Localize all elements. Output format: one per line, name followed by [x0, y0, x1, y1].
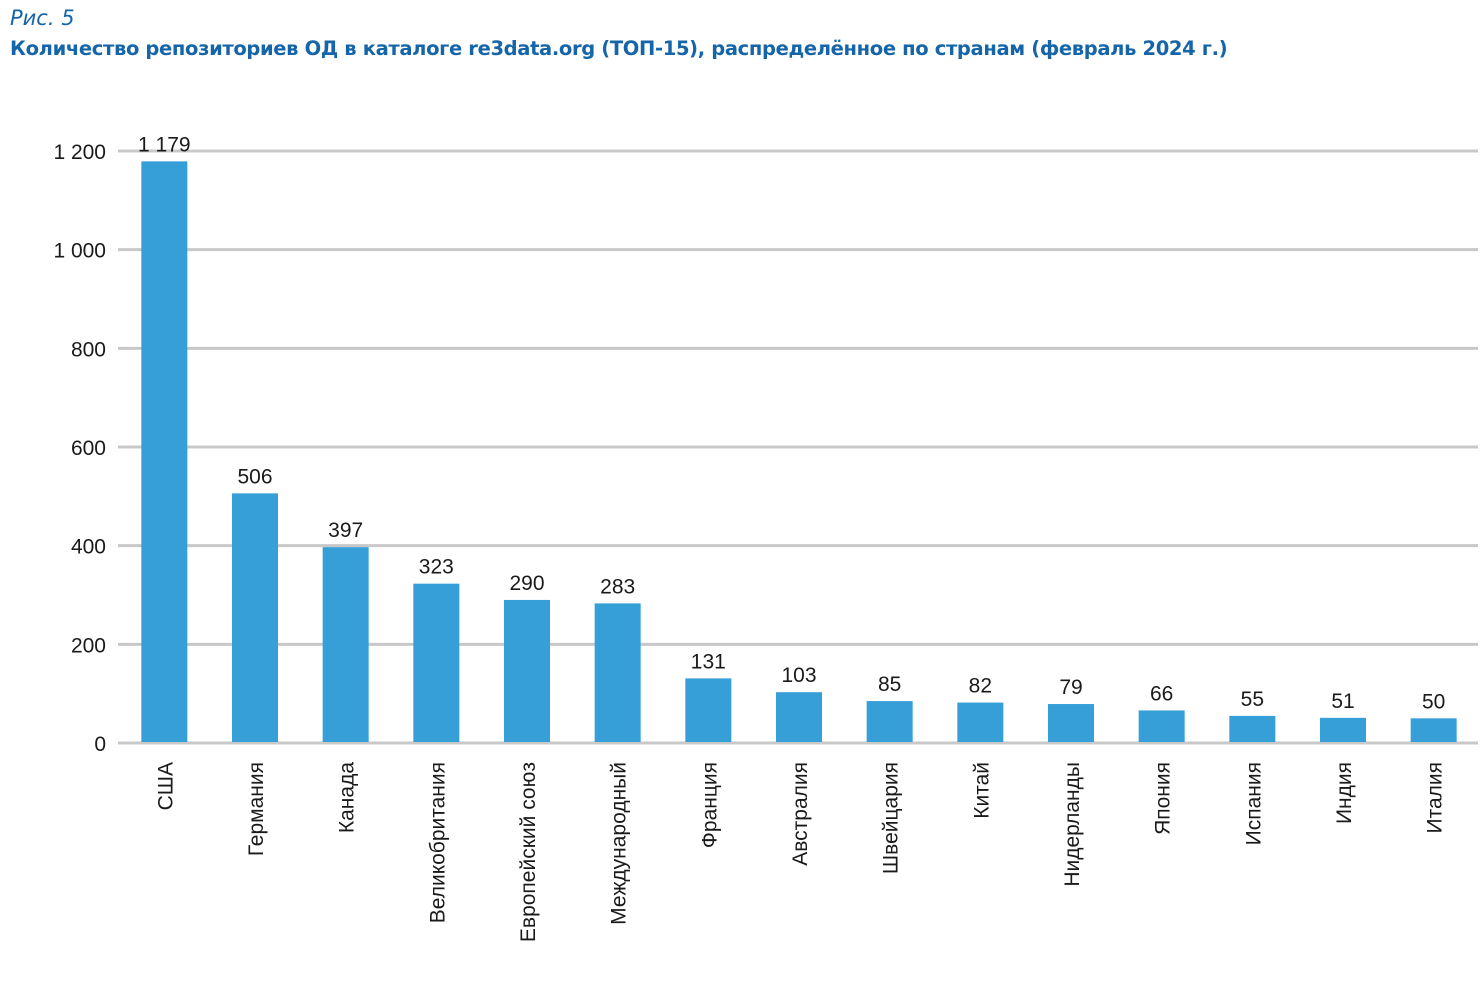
- y-tick-label: 400: [71, 536, 106, 559]
- x-category-label: Швейцария: [880, 762, 903, 874]
- data-label: 50: [1422, 690, 1445, 713]
- y-tick-label: 800: [71, 338, 106, 361]
- x-category-label: Международный: [608, 762, 631, 925]
- x-category-label: Япония: [1152, 762, 1175, 835]
- bar: [685, 678, 732, 742]
- x-category-label: Франция: [698, 762, 721, 848]
- bar: [594, 603, 641, 742]
- x-category-label: Европейский союз: [517, 762, 540, 942]
- data-label: 79: [1059, 676, 1082, 699]
- x-category-label: Испания: [1242, 762, 1265, 845]
- data-label: 51: [1331, 690, 1354, 713]
- bar: [1138, 710, 1185, 742]
- bar: [1048, 704, 1094, 742]
- bar: [1410, 718, 1457, 742]
- data-label: 323: [419, 556, 454, 579]
- bar: [957, 702, 1004, 742]
- data-labels: 1 179 506 397 323 290 283 131 103 85 82 79 66 55 51 50: [138, 133, 1445, 713]
- figure-label: Рис. 5: [10, 6, 75, 30]
- y-tick-label: 600: [71, 437, 106, 460]
- x-category-label: Китай: [970, 762, 993, 819]
- bar: [141, 161, 188, 743]
- x-category-label: Нидерланды: [1061, 762, 1084, 887]
- bar: [776, 692, 822, 742]
- data-label: 290: [509, 572, 544, 595]
- x-category-label: Австралия: [789, 762, 812, 866]
- data-label: 283: [600, 575, 635, 598]
- x-category-label: Индия: [1333, 762, 1356, 824]
- y-tick-label: 200: [71, 634, 106, 657]
- bars: [141, 161, 1457, 743]
- bar: [866, 701, 913, 742]
- y-tick-label: 1 200: [53, 141, 106, 164]
- chart-title: Количество репозиториев ОД в каталоге re…: [10, 37, 1228, 60]
- x-axis-category-labels: США Германия Канада Великобритания Европейск…: [154, 762, 1446, 942]
- y-tick-label: 0: [94, 733, 106, 756]
- data-label: 85: [878, 673, 901, 696]
- data-label: 506: [237, 465, 272, 488]
- bar: [1229, 715, 1276, 742]
- data-label: 66: [1150, 682, 1173, 705]
- y-tick-label: 1 000: [53, 240, 106, 263]
- y-axis-tick-labels: 0 200 400 600 800 1 000 1 200: [53, 141, 106, 756]
- bar: [413, 583, 460, 742]
- data-label: 1 179: [138, 133, 191, 156]
- x-category-label: Великобритания: [426, 762, 449, 923]
- x-category-label: Канада: [336, 762, 359, 833]
- data-label: 397: [328, 519, 363, 542]
- bar: [232, 493, 278, 742]
- data-label: 82: [969, 675, 992, 698]
- bar: [504, 599, 550, 742]
- data-label: 55: [1241, 688, 1264, 711]
- x-category-label: США: [154, 762, 177, 810]
- data-label: 103: [781, 664, 816, 687]
- x-category-label: Германия: [245, 762, 268, 856]
- data-label: 131: [691, 650, 726, 673]
- x-category-label: Италия: [1424, 762, 1447, 834]
- bar: [322, 547, 369, 742]
- gridlines: [118, 149, 1478, 745]
- bar: [1320, 717, 1366, 742]
